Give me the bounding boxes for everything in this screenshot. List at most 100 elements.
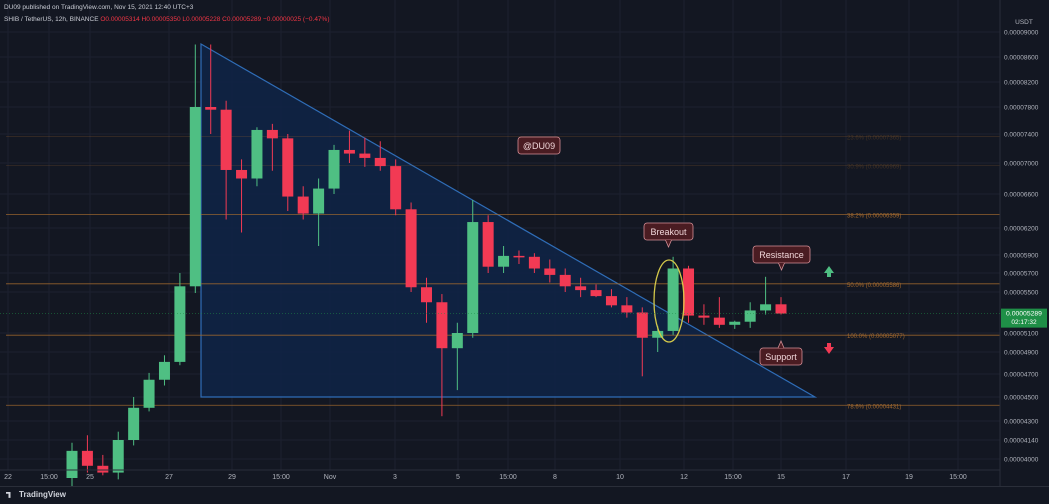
price-tick-label: 0.00008600 [1004, 55, 1039, 62]
candle [528, 253, 540, 273]
candle [713, 297, 725, 328]
price-axis-bg [1000, 0, 1049, 486]
candle [683, 265, 695, 323]
candle [128, 397, 140, 446]
candle [143, 372, 155, 412]
candle [343, 130, 355, 163]
arrow-up-icon [824, 266, 834, 277]
price-tick-label: 0.00007000 [1004, 161, 1039, 168]
candle-body [467, 222, 479, 333]
candle [205, 44, 217, 134]
candle-body [621, 305, 633, 313]
time-tick-label: 8 [553, 474, 557, 481]
candle-body [405, 209, 417, 288]
footer: TradingView [0, 486, 1049, 504]
time-tick-label: 17 [842, 474, 850, 481]
candle [158, 355, 170, 386]
support-label-text: Support [765, 352, 797, 362]
candle [652, 325, 664, 352]
time-tick-label: 15 [777, 474, 785, 481]
candle [544, 259, 556, 283]
time-tick-label: 15:00 [40, 474, 58, 481]
candle [667, 256, 679, 335]
candle-body [205, 107, 217, 110]
candle-body [343, 149, 355, 154]
candle-body [236, 169, 248, 179]
price-tick-label: 0.00007800 [1004, 105, 1039, 112]
candle [590, 284, 602, 298]
symbol-info: SHIB / TetherUS, 12h, BINANCE O0.0000531… [4, 16, 330, 23]
candle [359, 137, 371, 167]
candle-body [158, 361, 170, 380]
candle-body [328, 149, 340, 189]
time-tick-label: 10 [616, 474, 624, 481]
resistance-label: Resistance [752, 245, 811, 272]
annotations: @DU09 Breakout Resistance Support [517, 136, 834, 366]
candle-body [128, 407, 140, 440]
time-axis[interactable]: 22 15:00 25 27 29 15:00 Nov 3 5 15:00 8 10 12 15:00 15… [0, 469, 1000, 481]
time-tick-label: Nov [324, 474, 337, 481]
time-tick-label: 25 [86, 474, 94, 481]
candle-body [760, 304, 772, 311]
candle-body [421, 287, 432, 303]
watermark-label: @DU09 [517, 136, 561, 155]
breakout-label-text: Breakout [650, 227, 687, 237]
candle-body [652, 330, 664, 338]
candle [282, 134, 294, 211]
candle-body [359, 153, 371, 158]
candle [328, 144, 340, 194]
price-axis[interactable]: USDT 0.00009000 0.00008600 0.00008200 0.0000… [0, 0, 1049, 486]
price-tick-label: 0.00005100 [1004, 331, 1039, 338]
candle-body [451, 333, 463, 349]
price-tick-label: 0.00008200 [1004, 80, 1039, 87]
time-tick-label: 15:00 [724, 474, 742, 481]
candle-body [374, 157, 386, 167]
price-tick-label: 0.00004700 [1004, 372, 1039, 379]
tradingview-logo-icon [6, 491, 11, 498]
price-tick-label: 0.00007400 [1004, 132, 1039, 139]
candle [66, 442, 78, 487]
time-tick-label: 27 [165, 474, 173, 481]
candle [220, 100, 232, 220]
candle-body [498, 255, 510, 267]
candle-body [729, 321, 741, 325]
candle-body [282, 138, 294, 197]
price-tick-label: 0.00005700 [1004, 271, 1039, 278]
fib-label: 78.6% (0.00004431) [847, 404, 901, 410]
candle [559, 268, 571, 292]
candle [174, 273, 186, 366]
candle [513, 250, 525, 264]
time-tick-label: 12 [680, 474, 688, 481]
tradingview-logo[interactable]: TradingView [6, 490, 66, 499]
watermark-label-box [517, 136, 561, 155]
candle-body [683, 268, 695, 316]
time-tick-label: 22 [4, 474, 12, 481]
candle-body [313, 188, 325, 214]
time-tick-label: 29 [228, 474, 236, 481]
candle-body [636, 312, 648, 338]
candle-body [143, 379, 155, 408]
candle [605, 289, 617, 308]
support-label-tail [777, 339, 785, 349]
price-tick-label: 0.00006600 [1004, 192, 1039, 199]
price-tick-label: 0.00009000 [1004, 30, 1039, 37]
price-tick-label: 0.00004300 [1004, 419, 1039, 426]
candle-body [220, 109, 232, 170]
candle-body [390, 166, 402, 210]
time-tick-label: 15:00 [272, 474, 290, 481]
candle-body [436, 302, 448, 349]
fib-label: 23.6% (0.00007365) [847, 136, 901, 142]
candle [390, 159, 402, 216]
price-tick-label: 0.00006200 [1004, 226, 1039, 233]
symbol-label: SHIB / TetherUS, 12h, BINANCE [4, 16, 99, 23]
fib-label: 100.0% (0.00005077) [847, 334, 905, 340]
fib-label: 30.9% (0.00006969) [847, 164, 901, 170]
candle [482, 215, 494, 273]
currency-label: USDT [1015, 19, 1033, 26]
fib-label: 50.0% (0.00005586) [847, 283, 901, 289]
candles [66, 44, 787, 487]
candle [189, 44, 201, 294]
candle [698, 304, 710, 325]
candle-body [174, 286, 186, 362]
